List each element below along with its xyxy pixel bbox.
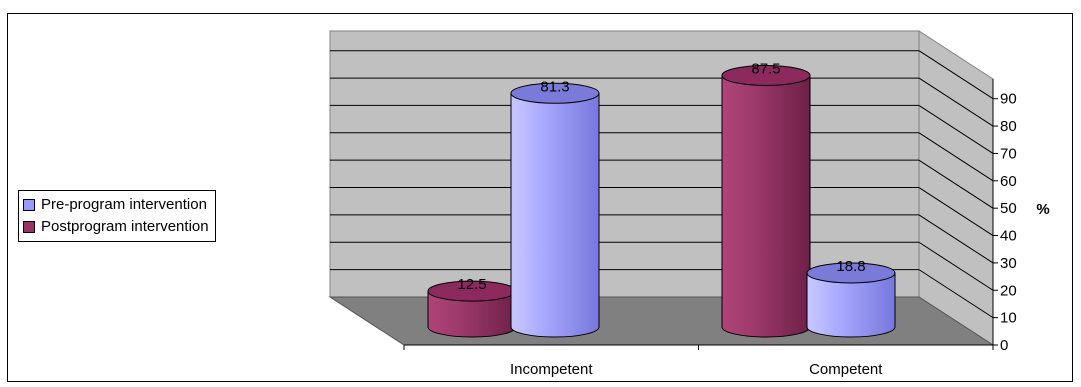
bar-chart: 0 10 20 30 40 50 60 70 80 90 Incompetent Competent%… [328, 30, 1050, 378]
gridline-side [918, 214, 994, 264]
bar-body [721, 74, 811, 338]
y-tick-label: 20 [1000, 282, 1017, 299]
bar-post [721, 64, 811, 338]
y-tick-label: 10 [1000, 310, 1017, 327]
y-tick-label: 70 [1000, 145, 1017, 162]
y-tick-label: 60 [1000, 173, 1017, 190]
y-tick-label: 50 [1000, 200, 1017, 217]
gridline-side [918, 187, 994, 236]
back-wall [329, 30, 920, 298]
gridline-side [918, 105, 994, 154]
y-tick-label: 30 [1000, 255, 1017, 272]
bar-post [427, 280, 517, 338]
bars [427, 64, 896, 338]
gridline-side [918, 50, 994, 100]
y-tick-label: 80 [1000, 118, 1017, 135]
legend-swatch-pre [23, 199, 35, 211]
bar-pre [510, 82, 600, 338]
bar-top [510, 82, 600, 104]
y-tick-label: 90 [1000, 91, 1017, 108]
chart-frame: 0 10 20 30 40 50 60 70 80 90 Incompetent Competent%… [7, 13, 1073, 382]
bar-body [806, 272, 896, 338]
legend-swatch-post [23, 221, 35, 233]
gridline-side [918, 159, 994, 209]
x-tick-label: Competent [809, 361, 883, 378]
bar-top [806, 262, 896, 284]
data-label: 81.3 [540, 78, 569, 95]
legend-label-pre: Pre-program intervention [41, 196, 207, 213]
y-tick-label: 0 [1000, 337, 1008, 354]
bar-top [721, 64, 811, 86]
data-label: 12.5 [457, 276, 486, 293]
gridline-side [918, 269, 994, 319]
data-label: 87.5 [751, 60, 780, 77]
gridline-side [918, 241, 994, 291]
bar-pre [806, 262, 896, 338]
x-tick-label: Incompetent [510, 361, 593, 378]
bar-body [510, 92, 600, 338]
legend: Pre-program intervention Postprogram int… [18, 190, 216, 242]
legend-label-post: Postprogram intervention [41, 218, 209, 235]
legend-item-pre: Pre-program intervention [23, 194, 209, 216]
y-axis-title: % [1036, 201, 1049, 218]
gridlines [330, 50, 994, 319]
side-wall [918, 30, 994, 346]
gridline-side [918, 77, 994, 127]
gridline-side [918, 132, 994, 182]
y-tick-label: 40 [1000, 228, 1017, 245]
data-label: 18.8 [836, 258, 865, 275]
data-labels: 12.5 81.3 87.5 18.8 [457, 60, 865, 293]
legend-item-post: Postprogram intervention [23, 216, 209, 238]
axes: 0 10 20 30 40 50 60 70 80 90 Incompetent Competent% [403, 79, 1050, 378]
